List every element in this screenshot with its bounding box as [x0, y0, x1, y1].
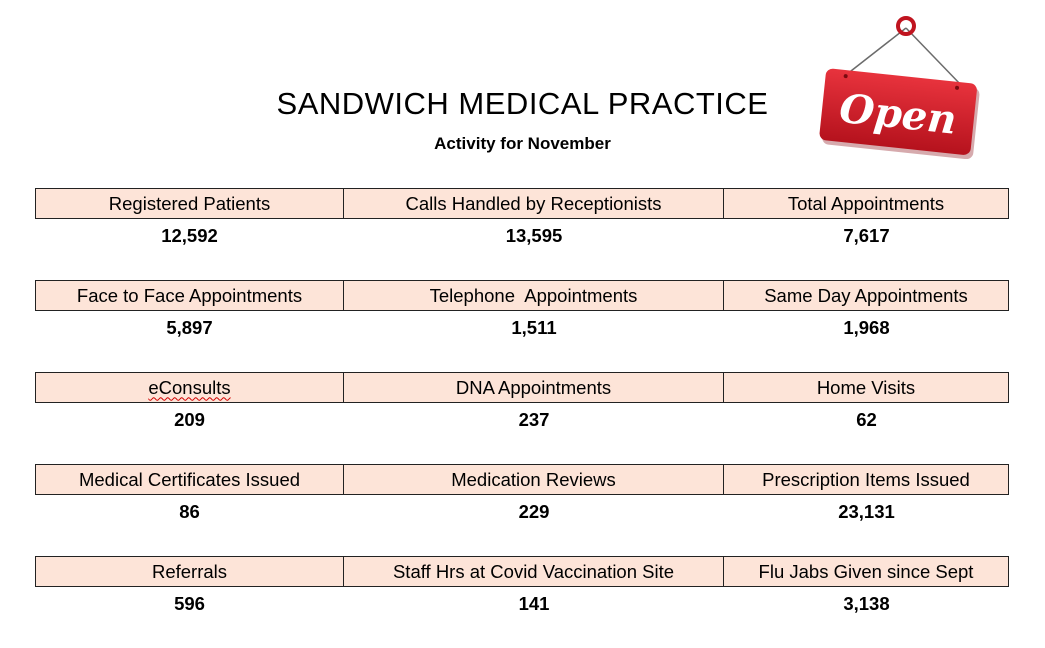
stat-label: Medical Certificates Issued: [35, 464, 344, 495]
open-sign-icon: Open: [819, 16, 980, 159]
stat-value: 3,138: [843, 593, 890, 614]
stat-value: 229: [518, 501, 550, 522]
stat-block: Registered Patients Calls Handled by Rec…: [35, 188, 1009, 280]
stat-value: 13,595: [505, 225, 563, 246]
stat-label: Same Day Appointments: [724, 280, 1009, 311]
stat-label: Referrals: [35, 556, 344, 587]
stat-label: Home Visits: [724, 372, 1009, 403]
stat-value: 5,897: [166, 317, 213, 338]
stat-value: 12,592: [161, 225, 218, 246]
page-title: SANDWICH MEDICAL PRACTICE: [276, 86, 769, 121]
stat-label-container: eConsults: [35, 372, 344, 403]
stat-label: Staff Hrs at Covid Vaccination Site: [344, 556, 724, 587]
stat-label: Calls Handled by Receptionists: [344, 188, 724, 219]
stat-value: 1,968: [843, 317, 890, 338]
page-subtitle: Activity for November: [434, 134, 611, 153]
stat-value: 86: [179, 501, 200, 522]
stat-block: Medical Certificates Issued Medication R…: [35, 464, 1009, 556]
stat-value: 62: [856, 409, 877, 430]
stat-value: 7,617: [843, 225, 890, 246]
stat-label: Face to Face Appointments: [35, 280, 344, 311]
stat-value: 1,511: [511, 317, 557, 338]
stat-value: 596: [174, 593, 205, 614]
stat-label: DNA Appointments: [344, 372, 724, 403]
stat-label: Total Appointments: [724, 188, 1009, 219]
stat-label: eConsults: [148, 376, 231, 398]
stat-block: Referrals Staff Hrs at Covid Vaccination…: [35, 556, 1009, 648]
stat-value: 209: [174, 409, 205, 430]
stat-label: Telephone Appointments: [344, 280, 724, 311]
stat-block: eConsults DNA Appointments Home Visits 2…: [35, 372, 1009, 464]
stat-value: 141: [518, 593, 550, 614]
stat-label: Registered Patients: [35, 188, 344, 219]
stat-block: Face to Face Appointments Telephone Appo…: [35, 280, 1009, 372]
stat-label: Flu Jabs Given since Sept: [724, 556, 1009, 587]
stat-value: 23,131: [838, 501, 895, 522]
stat-value: 237: [518, 409, 550, 430]
stat-label: Medication Reviews: [344, 464, 724, 495]
stat-label: Prescription Items Issued: [724, 464, 1009, 495]
activity-grid: Registered Patients Calls Handled by Rec…: [35, 188, 1009, 648]
